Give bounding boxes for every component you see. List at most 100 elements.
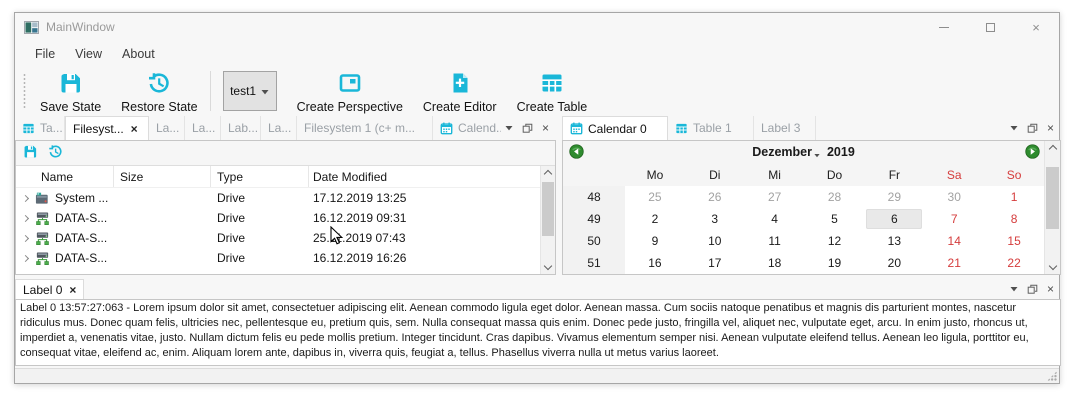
- column-header-name[interactable]: Name: [16, 166, 114, 187]
- menu-item-file[interactable]: File: [35, 47, 56, 61]
- scroll-up-button[interactable]: [541, 166, 555, 179]
- day-cell[interactable]: 12: [827, 234, 842, 248]
- tab-list-dropdown-button[interactable]: [1010, 286, 1018, 292]
- previous-month-button[interactable]: [569, 144, 584, 159]
- day-cell[interactable]: 10: [708, 234, 722, 248]
- right-tab-0[interactable]: Calendar 0: [562, 116, 668, 140]
- maximize-button[interactable]: [967, 13, 1013, 41]
- left-tab-5[interactable]: La...: [261, 116, 297, 140]
- close-panel-button[interactable]: ×: [541, 121, 549, 135]
- column-header-size[interactable]: Size: [114, 166, 211, 187]
- month-button[interactable]: Dezember: [752, 145, 820, 159]
- day-cell[interactable]: 30: [947, 190, 961, 204]
- tab-label: Lab...: [228, 121, 259, 135]
- close-tab-icon[interactable]: ×: [130, 121, 138, 136]
- left-tab-6[interactable]: Filesystem 1 (c+ m...: [297, 116, 433, 140]
- left-tab-1[interactable]: Filesyst... ×: [65, 116, 149, 140]
- day-cell[interactable]: 9: [651, 234, 659, 248]
- create-perspective-button[interactable]: Create Perspective: [287, 69, 413, 114]
- day-cell[interactable]: 5: [831, 212, 838, 226]
- selected-day-cell[interactable]: 6: [866, 209, 923, 229]
- minimize-button[interactable]: [921, 13, 967, 41]
- day-cell[interactable]: 1: [1010, 190, 1018, 204]
- table-row[interactable]: System ... Drive 17.12.2019 13:25: [16, 188, 540, 208]
- day-cell[interactable]: 7: [950, 212, 958, 226]
- day-cell[interactable]: 13: [887, 234, 902, 248]
- tree-scrollbar[interactable]: [540, 166, 555, 274]
- day-cell[interactable]: 16: [648, 256, 662, 270]
- day-cell[interactable]: 28: [827, 190, 842, 204]
- toolbar-drag-handle[interactable]: [22, 72, 27, 110]
- left-tab-0[interactable]: Ta...: [15, 116, 65, 140]
- history-icon[interactable]: [48, 144, 63, 162]
- left-tab-2[interactable]: La...: [149, 116, 185, 140]
- history-icon: [147, 71, 171, 98]
- day-cell[interactable]: 26: [708, 190, 722, 204]
- close-panel-button[interactable]: ×: [1046, 282, 1054, 296]
- day-cell[interactable]: 27: [767, 190, 782, 204]
- tab-label-0[interactable]: Label 0 ×: [15, 279, 85, 299]
- table-row[interactable]: DATA-S... Drive 16.12.2019 09:31: [16, 208, 540, 228]
- next-month-button[interactable]: [1025, 144, 1040, 159]
- day-cell[interactable]: 14: [947, 234, 961, 248]
- close-tab-icon[interactable]: ×: [69, 282, 77, 297]
- column-header-date-modified[interactable]: Date Modified: [313, 169, 388, 184]
- system-drive-icon: [35, 191, 50, 206]
- day-cell[interactable]: 3: [711, 212, 719, 226]
- scroll-down-button[interactable]: [541, 261, 555, 274]
- create-table-label: Create Table: [516, 99, 588, 114]
- close-window-button[interactable]: ×: [1013, 13, 1059, 41]
- day-header-do: Do: [826, 167, 843, 182]
- titlebar[interactable]: MainWindow ×: [15, 13, 1059, 41]
- scroll-up-button[interactable]: [1045, 141, 1060, 154]
- tab-label: La...: [268, 121, 292, 135]
- day-cell[interactable]: 2: [651, 212, 659, 226]
- day-cell[interactable]: 4: [771, 212, 778, 226]
- perspective-combobox[interactable]: test1: [222, 71, 277, 111]
- tab-list-dropdown-button[interactable]: [505, 125, 513, 131]
- day-cell[interactable]: 18: [767, 256, 782, 270]
- expand-chevron-icon[interactable]: [21, 214, 30, 222]
- expand-chevron-icon[interactable]: [21, 234, 30, 242]
- right-tab-2[interactable]: Label 3: [754, 116, 816, 140]
- day-cell[interactable]: 20: [887, 256, 902, 270]
- scrollbar-thumb[interactable]: [542, 182, 554, 236]
- float-panel-button[interactable]: [1027, 123, 1038, 134]
- day-cell[interactable]: 19: [827, 256, 842, 270]
- resize-grip-icon[interactable]: [1047, 371, 1057, 381]
- scrollbar-thumb[interactable]: [1046, 167, 1059, 229]
- scroll-down-button[interactable]: [1045, 261, 1060, 274]
- float-panel-button[interactable]: [522, 123, 533, 134]
- menu-item-about[interactable]: About: [122, 47, 155, 61]
- close-panel-button[interactable]: ×: [1046, 121, 1054, 135]
- menu-item-view[interactable]: View: [75, 47, 103, 61]
- create-table-button[interactable]: Create Table: [507, 69, 598, 114]
- save-state-button[interactable]: Save State: [30, 69, 111, 114]
- day-cell[interactable]: 15: [1007, 234, 1021, 248]
- restore-state-button[interactable]: Restore State: [111, 69, 207, 114]
- calendar-scrollbar[interactable]: [1044, 141, 1060, 274]
- float-panel-button[interactable]: [1027, 284, 1038, 295]
- day-cell[interactable]: 8: [1010, 212, 1018, 226]
- table-row[interactable]: DATA-S... Drive 25.11.2019 07:43: [16, 228, 540, 248]
- create-editor-button[interactable]: Create Editor: [413, 69, 507, 114]
- year-button[interactable]: 2019: [826, 145, 855, 159]
- table-icon: [675, 122, 688, 135]
- right-tab-1[interactable]: Table 1: [668, 116, 754, 140]
- tab-list-dropdown-button[interactable]: [1010, 125, 1018, 131]
- table-row[interactable]: DATA-S... Drive 16.12.2019 16:26: [16, 248, 540, 268]
- expand-chevron-icon[interactable]: [21, 194, 30, 202]
- save-icon[interactable]: [23, 144, 38, 162]
- name-text: DATA-S...: [55, 211, 108, 225]
- left-tab-3[interactable]: La...: [185, 116, 221, 140]
- day-cell[interactable]: 29: [887, 190, 902, 204]
- day-cell[interactable]: 11: [768, 234, 781, 248]
- left-tab-4[interactable]: Lab...: [221, 116, 261, 140]
- expand-chevron-icon[interactable]: [21, 254, 30, 262]
- day-cell[interactable]: 25: [648, 190, 662, 204]
- day-cell[interactable]: 21: [947, 256, 961, 270]
- left-tab-7[interactable]: Calend...: [433, 116, 501, 140]
- day-cell[interactable]: 22: [1007, 256, 1021, 270]
- column-header-type[interactable]: Type: [211, 166, 309, 187]
- day-cell[interactable]: 17: [708, 256, 722, 270]
